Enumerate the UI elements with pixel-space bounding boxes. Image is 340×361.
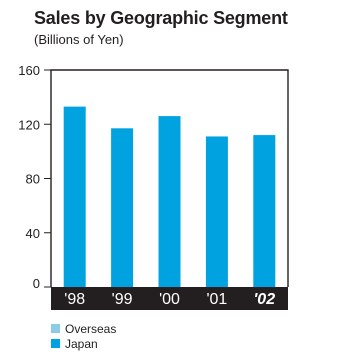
bar-japan-1 (111, 128, 134, 287)
legend-swatch-overseas (51, 324, 60, 333)
y-tick-label: 0 (33, 276, 40, 291)
legend-item-japan: Japan (51, 336, 116, 351)
legend-label-overseas: Overseas (65, 321, 117, 336)
chart-subtitle: (Billions of Yen) (34, 32, 124, 47)
bar-japan-4 (253, 135, 276, 287)
chart-legend: Overseas Japan (51, 321, 116, 351)
plot-frame (50, 69, 289, 287)
legend-swatch-japan (51, 339, 60, 348)
bar-japan-0 (63, 106, 86, 288)
x-tick-label: '01 (206, 291, 227, 308)
x-tick-label: '99 (112, 291, 133, 308)
legend-label-japan: Japan (65, 336, 98, 351)
x-axis-band (51, 287, 288, 310)
y-tick-label: 120 (18, 117, 40, 132)
y-tick-label: 40 (26, 226, 40, 241)
bar-japan-2 (158, 116, 181, 287)
x-tick-label: '00 (159, 291, 180, 308)
y-tick-label: 80 (26, 172, 40, 187)
x-tick-label: '02 (253, 291, 275, 308)
x-tick-label: '98 (64, 291, 85, 308)
y-tick-label: 160 (18, 63, 40, 78)
chart-title: Sales by Geographic Segment (34, 8, 288, 28)
bar-japan-3 (205, 136, 228, 287)
legend-item-overseas: Overseas (51, 321, 116, 336)
